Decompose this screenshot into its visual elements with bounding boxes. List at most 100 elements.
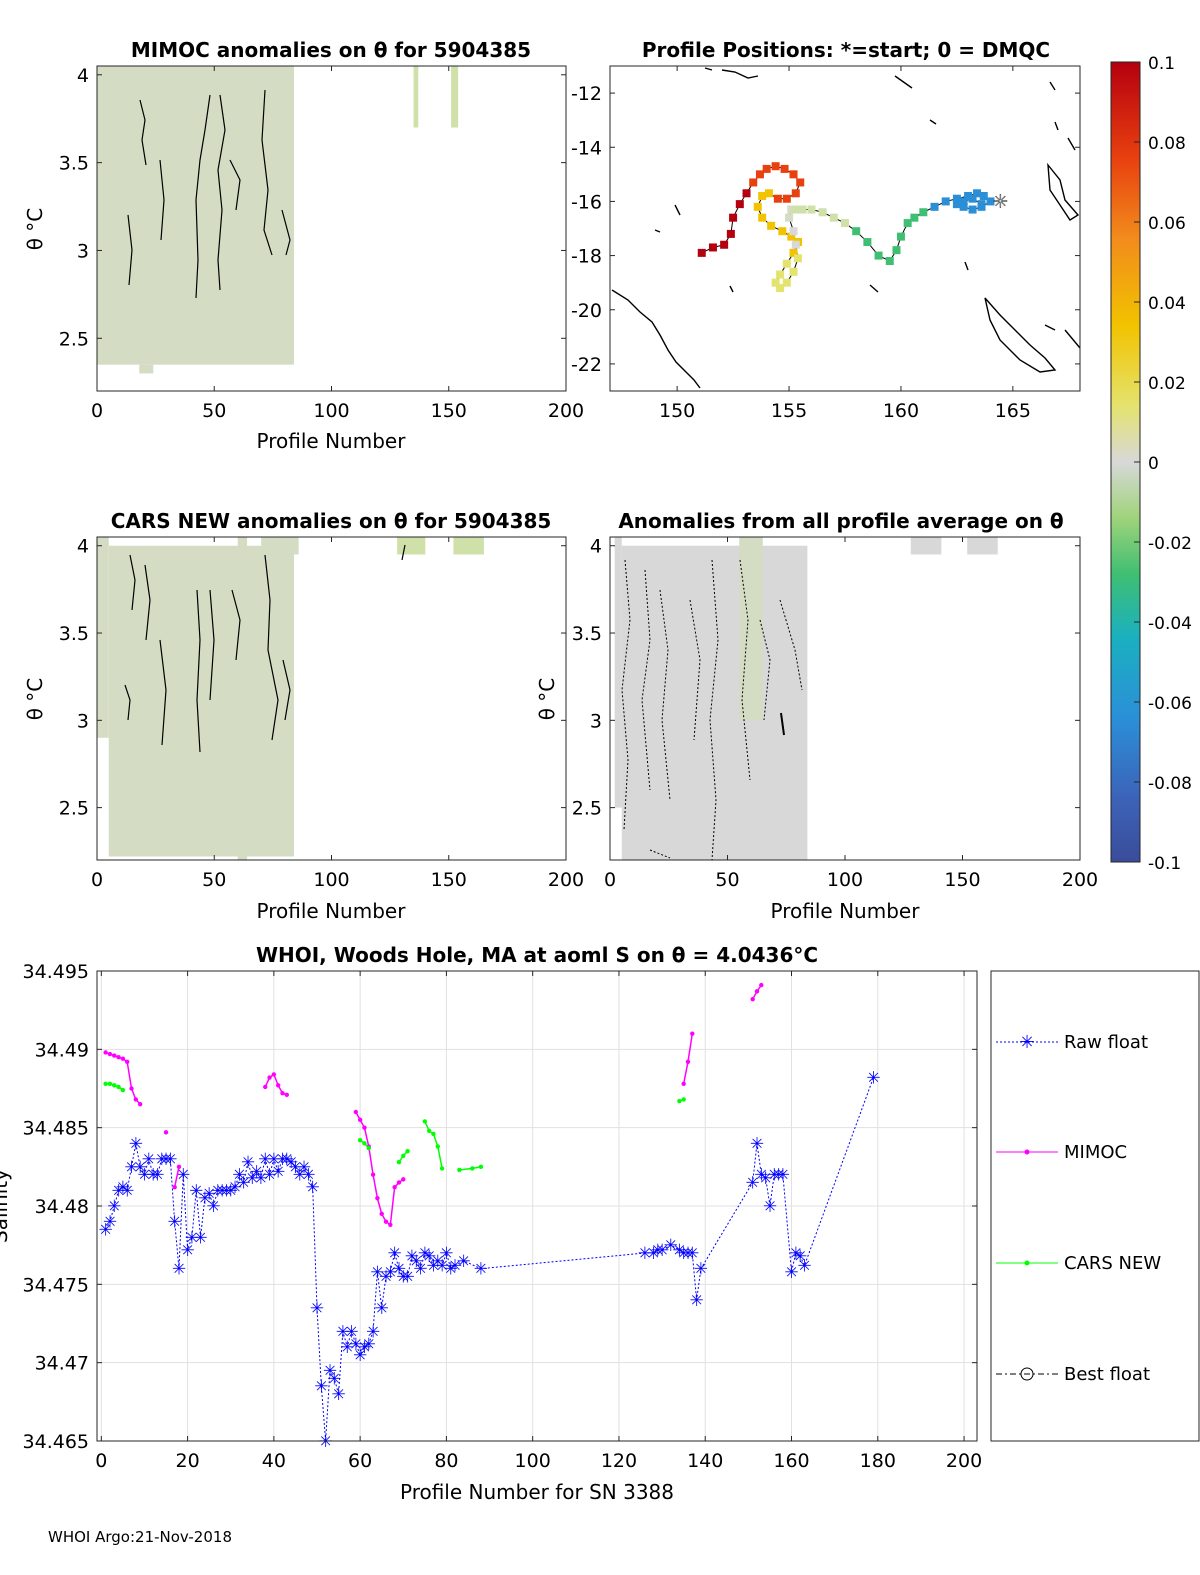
salinity-xlabel: Profile Number for SN 3388 — [400, 1480, 674, 1504]
profile-position-marker — [910, 213, 919, 222]
raw-float-point: ✳ — [405, 1247, 419, 1267]
x-tick-label: 160 — [883, 400, 919, 422]
raw-float-point: ✳ — [310, 1299, 324, 1319]
mimoc-point — [120, 1056, 126, 1061]
anomaly-cell — [910, 537, 942, 555]
mimoc-line — [682, 1033, 694, 1084]
profile-position-marker — [977, 200, 986, 209]
mimoc-point — [401, 1177, 406, 1182]
raw-float-point: ✳ — [750, 1134, 764, 1154]
raw-float-point: ✳ — [681, 1244, 695, 1264]
raw-float-point: ✳ — [474, 1260, 488, 1280]
colorbar-tick-label: 0.02 — [1148, 374, 1186, 394]
raw-float-point: ✳ — [685, 1244, 699, 1264]
profile-position-marker — [796, 178, 805, 187]
legend-label-raw-float: Raw float — [1064, 1032, 1148, 1053]
y-tick-label: 3 — [590, 710, 602, 732]
raw-float-point: ✳ — [275, 1150, 289, 1170]
profile-position-marker — [787, 205, 796, 214]
raw-float-point: ✳ — [444, 1260, 458, 1280]
mimoc-point — [107, 1051, 113, 1057]
anomaly-cell — [397, 537, 426, 555]
raw-float-point: ✳ — [655, 1241, 669, 1261]
allprofile-y-ticks: 2.5 3 3.5 4 — [572, 536, 1080, 820]
profile-position-marker — [986, 197, 995, 206]
profile-position-marker — [720, 240, 729, 249]
cars-new-point — [422, 1119, 428, 1124]
mimoc-point — [271, 1072, 277, 1077]
anomaly-cell — [139, 364, 154, 374]
raw-float-point: ✳ — [189, 1181, 203, 1201]
profile-position-marker — [789, 248, 798, 257]
salinity-grid — [97, 970, 977, 1442]
profile-position-marker — [952, 200, 961, 209]
colorbar-tick-label: 0.1 — [1148, 54, 1175, 74]
raw-float-point: ✳ — [664, 1236, 678, 1256]
profile-position-marker — [791, 205, 800, 214]
mimoc-point — [267, 1075, 272, 1080]
mimoc-x-ticks: 0 50 100 150 200 — [91, 66, 584, 422]
raw-float-point: ✳ — [366, 1322, 380, 1342]
profile-position-marker — [798, 205, 807, 214]
salinity-panel: WHOI, Woods Hole, MA at aoml S on θ = 4.… — [0, 943, 1200, 1504]
positions-y-ticks: -12 -14 -16 -18 -20 -22 — [571, 83, 1080, 376]
cars-new-point — [478, 1164, 484, 1170]
profile-position-marker — [758, 192, 767, 200]
raw-float-point: ✳ — [306, 1178, 320, 1198]
y-tick-label: -12 — [571, 83, 602, 105]
cars-new-line — [424, 1121, 443, 1169]
raw-float-point: ✳ — [413, 1260, 427, 1280]
profile-position-marker — [753, 202, 762, 211]
y-tick-label: 34.47 — [35, 1353, 89, 1375]
raw-float-point: ✳ — [249, 1163, 263, 1183]
x-tick-label: 200 — [946, 1450, 982, 1472]
raw-float-point: ✳ — [771, 1166, 785, 1186]
profile-position-marker — [697, 248, 706, 257]
colorbar-tick-label: -0.08 — [1148, 774, 1192, 794]
y-tick-label: 3 — [77, 710, 89, 732]
raw-float-symbol: ✳ — [1019, 1032, 1034, 1053]
raw-float-point: ✳ — [763, 1197, 777, 1217]
x-tick-label: 20 — [175, 1450, 199, 1472]
mimoc-ylabel: θ °C — [23, 208, 47, 251]
profile-position-marker — [749, 178, 758, 187]
x-tick-label: 60 — [348, 1450, 372, 1472]
raw-float-point: ✳ — [435, 1257, 449, 1277]
x-tick-label: 200 — [1062, 869, 1098, 891]
profile-position-marker — [782, 278, 791, 287]
raw-float-point: ✳ — [767, 1166, 781, 1186]
mimoc-point — [396, 1180, 402, 1185]
raw-float-point: ✳ — [258, 1150, 272, 1170]
profile-position-marker — [791, 189, 800, 198]
raw-float-point: ✳ — [457, 1252, 471, 1272]
coastline-shapes — [611, 67, 1081, 389]
raw-float-point: ✳ — [677, 1244, 691, 1264]
raw-float-point: ✳ — [357, 1338, 371, 1358]
raw-float-point: ✳ — [254, 1169, 268, 1189]
raw-float-point: ✳ — [193, 1228, 207, 1248]
track-line — [701, 165, 992, 289]
raw-float-point: ✳ — [159, 1150, 173, 1170]
mimoc-anomaly-fill — [97, 66, 459, 374]
mimoc-line — [173, 1166, 180, 1188]
y-tick-label: 34.49 — [35, 1039, 89, 1061]
cars-new-point — [366, 1145, 371, 1151]
y-tick-label: -22 — [571, 354, 602, 376]
mimoc-point — [124, 1059, 130, 1065]
profile-position-marker — [807, 205, 816, 214]
x-tick-label: 100 — [827, 869, 863, 891]
raw-float-point: ✳ — [426, 1257, 440, 1277]
mimoc-title: MIMOC anomalies on θ for 5904385 — [131, 38, 531, 62]
salinity-series: ✳✳✳✳✳✳✳✳✳✳✳✳✳✳✳✳✳✳✳✳✳✳✳✳✳✳✳✳✳✳✳✳✳✳✳✳✳✳✳✳… — [99, 982, 881, 1452]
profile-position-marker — [771, 162, 780, 171]
raw-float-point: ✳ — [392, 1260, 406, 1280]
x-tick-label: 0 — [95, 1450, 107, 1472]
x-tick-label: 200 — [548, 869, 584, 891]
legend-label-cars-new: CARS NEW — [1064, 1253, 1161, 1274]
raw-float-line — [105, 1077, 874, 1442]
raw-float-point: ✳ — [297, 1158, 311, 1178]
mimoc-point — [163, 1130, 169, 1135]
profile-position-marker — [794, 254, 802, 263]
profile-position-marker — [735, 200, 744, 209]
raw-float-point: ✳ — [689, 1291, 703, 1311]
